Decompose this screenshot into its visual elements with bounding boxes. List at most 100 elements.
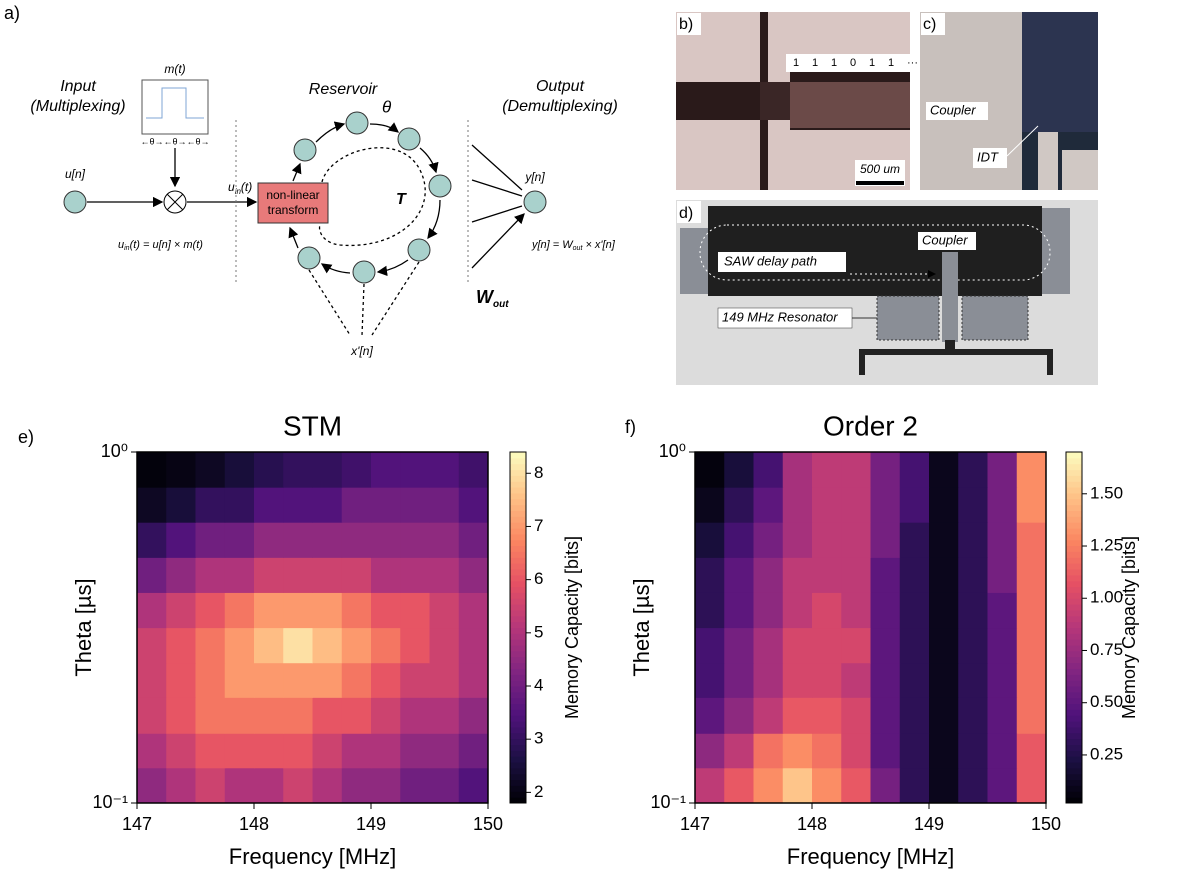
heat-cell — [841, 487, 871, 523]
delay-substrate — [708, 206, 1042, 296]
colorbar-step — [510, 598, 526, 605]
heat-cell — [958, 662, 988, 698]
input-node — [63, 190, 87, 214]
heat-cell — [254, 522, 284, 558]
heat-cell — [695, 487, 725, 523]
heat-cell — [929, 452, 959, 488]
label-bg — [921, 13, 945, 35]
colorbar-step — [510, 604, 526, 611]
x-axis-label: Frequency [MHz] — [229, 844, 397, 869]
heat-cell — [429, 522, 460, 558]
heat-cell — [841, 452, 871, 488]
heat-cell — [371, 557, 401, 593]
colorbar-step — [1066, 762, 1082, 769]
x-tick-label: 149 — [914, 814, 944, 834]
heat-cell — [283, 627, 313, 664]
heat-cell — [458, 697, 489, 734]
theta-label: θ — [382, 97, 392, 116]
heat-cell — [695, 592, 725, 629]
colorbar-tick-label: 0.25 — [1090, 744, 1123, 763]
x-tick-label: 148 — [797, 814, 827, 834]
arrow — [427, 199, 441, 240]
resonator-label: 149 MHz Resonator — [722, 309, 838, 324]
colorbar-step — [1066, 551, 1082, 558]
heat-cell — [312, 557, 343, 593]
heat-cell — [899, 592, 930, 629]
heat-cell — [254, 592, 284, 629]
heat-cell — [224, 522, 255, 558]
reservoir-node — [297, 246, 321, 270]
heat-cell — [312, 662, 343, 698]
colorbar-step — [1066, 756, 1082, 763]
heat-cell — [695, 522, 725, 558]
colorbar-step — [1066, 656, 1082, 664]
mask-box — [141, 79, 209, 135]
weight-arrows — [471, 144, 524, 269]
pad — [676, 12, 760, 190]
heat-cell — [400, 697, 430, 734]
colorbar-step — [510, 574, 526, 582]
colorbar-step — [510, 516, 526, 523]
heat-cell — [400, 733, 430, 769]
colorbar-step — [1066, 510, 1082, 517]
heat-cell — [283, 452, 313, 488]
colorbar-step — [510, 504, 526, 511]
colorbar-frame — [1065, 451, 1083, 804]
colorbar-step — [510, 656, 526, 664]
heat-cell — [753, 733, 784, 769]
heat-cell — [841, 733, 871, 769]
heat-cell — [137, 522, 167, 558]
colorbar-step — [510, 615, 526, 623]
coupler — [942, 252, 958, 342]
reservoir-node — [397, 127, 421, 151]
heat-cell — [987, 662, 1018, 698]
heat-cell — [137, 452, 167, 488]
colorbar-step — [1066, 697, 1082, 705]
heat-cell — [224, 452, 255, 488]
heat-cell — [312, 452, 343, 488]
heat-cell — [812, 697, 842, 734]
heat-cell — [254, 452, 284, 488]
heat-cell — [224, 767, 255, 804]
colorbar-step — [1066, 785, 1082, 792]
heat-cell — [812, 522, 842, 558]
heat-cell — [137, 697, 167, 734]
bit-label: ··· — [907, 57, 918, 69]
heat-cell — [782, 452, 813, 488]
heat-cell — [958, 557, 988, 593]
colorbar-step — [510, 721, 526, 728]
heat-cell — [724, 733, 754, 769]
heat-cell — [195, 733, 226, 769]
reservoir-label: Reservoir — [309, 81, 378, 98]
heat-cell — [841, 592, 871, 629]
heat-cell — [782, 522, 813, 558]
heat-cell — [870, 557, 901, 593]
heat-cell — [1016, 733, 1047, 769]
heat-cell — [166, 487, 196, 523]
heat-cell — [987, 557, 1018, 593]
x-tick-label: 150 — [1031, 814, 1061, 834]
colorbar-label: Memory Capacity [bits] — [562, 536, 582, 719]
colorbar-step — [510, 545, 526, 552]
colorbar-step — [1066, 580, 1082, 588]
heat-cell — [195, 487, 226, 523]
heat-cell — [695, 767, 725, 804]
heat-cell — [254, 487, 284, 523]
colorbar-step — [1066, 674, 1082, 681]
heat-cell — [283, 767, 313, 804]
colorbar-step — [510, 551, 526, 558]
uin-equation: uin(t) = u[n] × m(t) — [118, 239, 203, 252]
feedline — [859, 340, 1053, 375]
heat-cell — [400, 767, 430, 804]
heat-cell — [458, 487, 489, 523]
transform-box — [257, 182, 329, 224]
heat-cell — [341, 767, 372, 804]
output-label: (Demultiplexing) — [502, 98, 618, 115]
heat-cell — [899, 452, 930, 488]
heat-cell — [841, 557, 871, 593]
heat-cell — [724, 452, 754, 488]
heat-cell — [724, 522, 754, 558]
heat-cell — [1016, 452, 1047, 488]
heat-cell — [458, 767, 489, 804]
output-node-label: y[n] — [524, 170, 545, 184]
